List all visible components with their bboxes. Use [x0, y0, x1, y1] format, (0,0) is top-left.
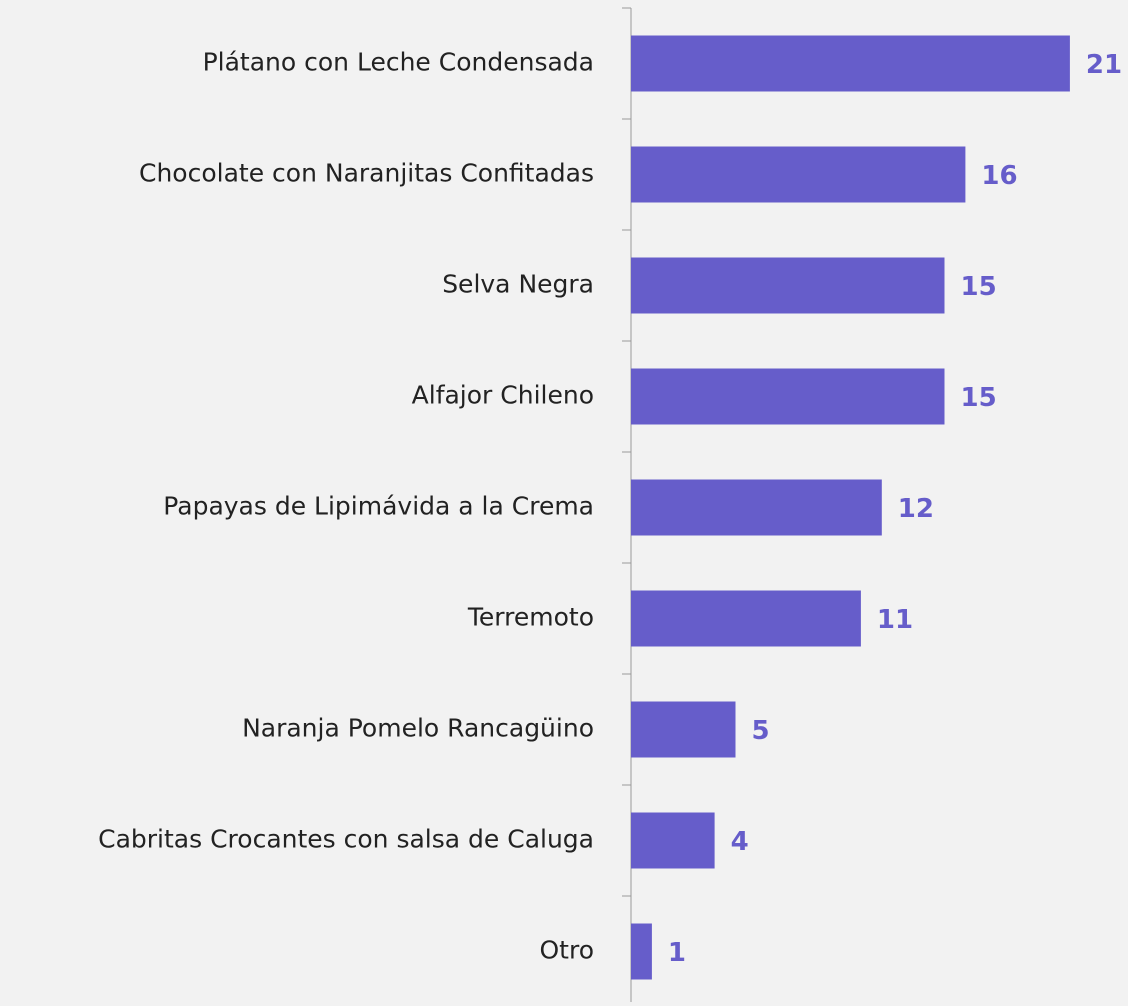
category-label: Cabritas Crocantes con salsa de Caluga: [98, 825, 594, 854]
value-label: 16: [981, 161, 1017, 191]
category-label: Otro: [539, 936, 594, 965]
category-label: Chocolate con Naranjitas Confitadas: [139, 159, 594, 188]
value-label: 5: [752, 716, 770, 746]
bar: [631, 812, 715, 869]
category-label: Terremoto: [467, 603, 594, 632]
bar: [631, 368, 945, 425]
value-label: 21: [1086, 50, 1122, 80]
value-label: 15: [961, 383, 997, 413]
value-label: 1: [668, 938, 686, 968]
bar: [631, 590, 861, 647]
value-label: 12: [898, 494, 934, 524]
category-label: Alfajor Chileno: [412, 381, 594, 410]
category-label: Plátano con Leche Condensada: [203, 48, 594, 77]
category-label: Selva Negra: [442, 270, 594, 299]
bar: [631, 257, 945, 314]
category-label: Papayas de Lipimávida a la Crema: [163, 492, 594, 521]
bar: [631, 35, 1070, 92]
bar: [631, 923, 652, 980]
bar: [631, 701, 736, 758]
value-label: 4: [731, 827, 749, 857]
value-label: 15: [961, 272, 997, 302]
category-label: Naranja Pomelo Rancagüino: [242, 714, 594, 743]
value-label: 11: [877, 605, 913, 635]
bar: [631, 479, 882, 536]
bar: [631, 146, 966, 203]
